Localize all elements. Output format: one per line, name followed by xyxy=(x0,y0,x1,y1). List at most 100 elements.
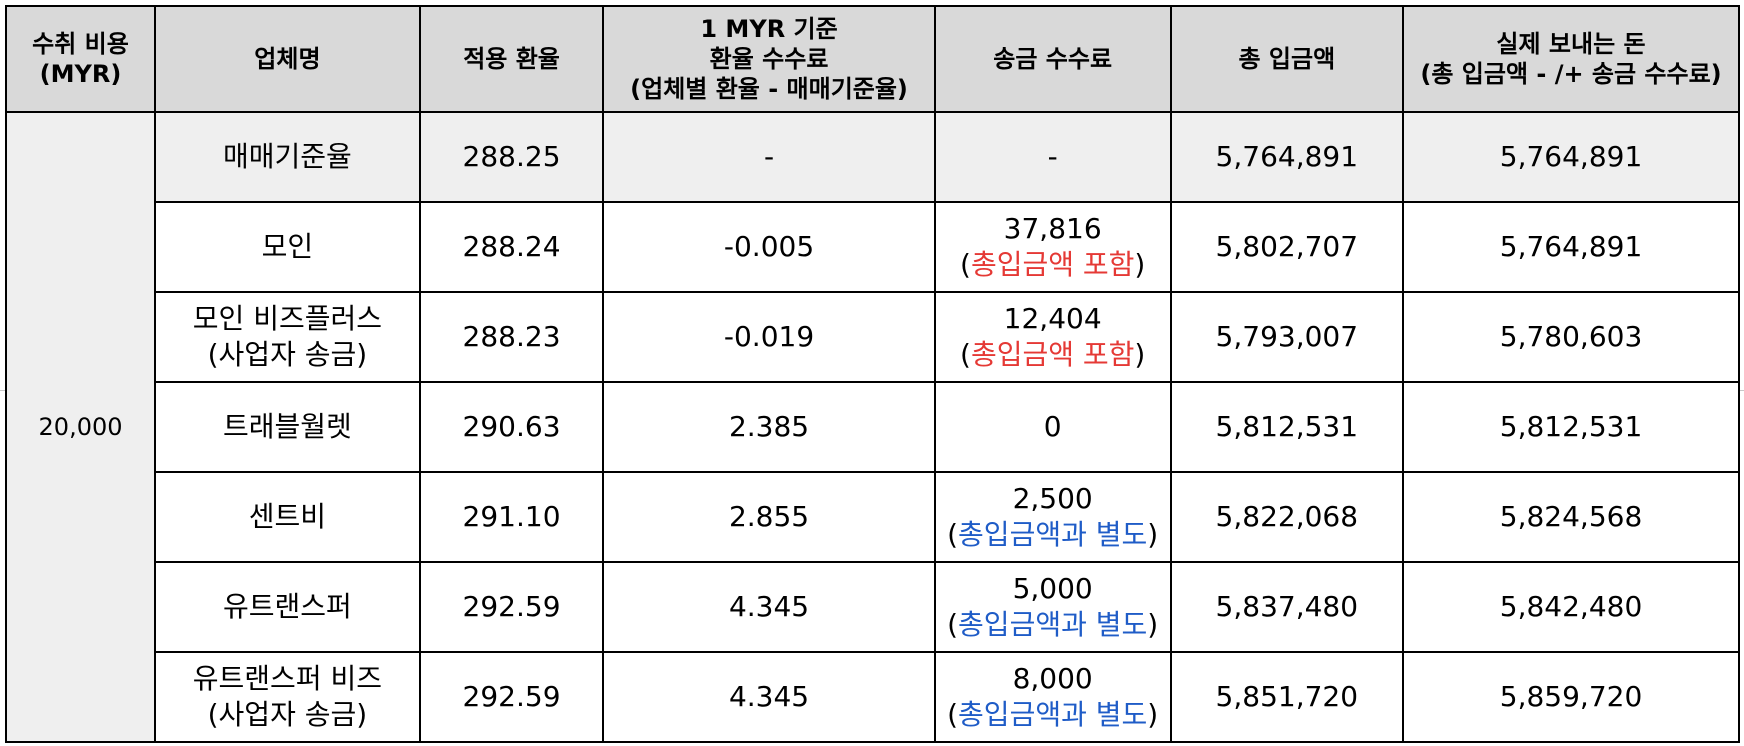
cell-company: 유트랜스퍼 비즈 (사업자 송금) xyxy=(154,651,421,743)
header-actual-line-2: (총 입금액 - /+ 송금 수수료) xyxy=(1420,60,1722,88)
cell-rate: 288.24 xyxy=(418,201,605,293)
header-actual-line-1: 실제 보내는 돈 xyxy=(1496,30,1646,58)
remittance-comparison-table: 수취 비용 (MYR) 업체명 적용 환율 1 MYR 기준 환율 수수료 (업… xyxy=(4,5,1740,743)
fee-value: 5,000 xyxy=(1012,572,1093,605)
cell-rate: 290.63 xyxy=(418,381,605,473)
fee-note-open-paren: ( xyxy=(947,518,959,551)
cell-fx-fee: 4.345 xyxy=(602,651,936,743)
company-name-line: (사업자 송금) xyxy=(207,698,368,731)
cell-company: 유트랜스퍼 xyxy=(154,561,421,653)
fee-value: 2,500 xyxy=(1012,482,1093,515)
cell-rate: 291.10 xyxy=(418,471,605,563)
cell-fee: 2,500 (총입금액과 별도) xyxy=(933,471,1172,563)
cell-company: 트래블월렛 xyxy=(154,381,421,473)
cell-rate: 288.25 xyxy=(418,111,605,203)
cell-company: 매매기준율 xyxy=(154,111,421,203)
fee-value: 37,816 xyxy=(1003,212,1102,245)
fee-value: 0 xyxy=(1043,410,1062,443)
fee-note-text: 총입금액 포함 xyxy=(970,248,1135,281)
header-amount-line-2: (MYR) xyxy=(39,60,122,88)
cell-actual: 5,842,480 xyxy=(1402,561,1740,653)
fee-note: (총입금액과 별도) xyxy=(940,607,1166,643)
left-edge-gridline xyxy=(0,390,5,391)
cell-actual: 5,859,720 xyxy=(1402,651,1740,743)
cell-company: 센트비 xyxy=(154,471,421,563)
table-row: 센트비 291.10 2.855 2,500 (총입금액과 별도) 5,822,068 5,… xyxy=(6,471,1740,563)
cell-fee: 5,000 (총입금액과 별도) xyxy=(933,561,1172,653)
company-name-line: 유트랜스퍼 비즈 xyxy=(192,662,383,695)
cell-fee: 37,816 (총입금액 포함) xyxy=(933,201,1172,293)
header-row: 수취 비용 (MYR) 업체명 적용 환율 1 MYR 기준 환율 수수료 (업… xyxy=(4,5,1740,113)
cell-total: 5,802,707 xyxy=(1169,201,1405,293)
cell-rate: 292.59 xyxy=(418,651,605,743)
cell-fx-fee: -0.019 xyxy=(602,291,936,383)
fee-note: (총입금액 포함) xyxy=(940,247,1166,283)
table-row: 20,000 매매기준율 288.25- -5,764,891 5,764,891 xyxy=(4,111,1740,743)
header-rate: 적용 환율 xyxy=(418,5,605,113)
fee-note-text: 총입금액과 별도 xyxy=(958,608,1148,641)
fee-note-close-paren: ) xyxy=(1147,608,1159,641)
cell-fee: - xyxy=(933,111,1172,203)
cell-fx-fee: 2.855 xyxy=(602,471,936,563)
cell-actual: 5,764,891 xyxy=(1402,201,1740,293)
cell-actual: 5,780,603 xyxy=(1402,291,1740,383)
fee-note-close-paren: ) xyxy=(1147,518,1159,551)
fee-value: 8,000 xyxy=(1012,662,1093,695)
cell-fee: 12,404 (총입금액 포함) xyxy=(933,291,1172,383)
cell-fee: 0 xyxy=(933,381,1172,473)
cell-total: 5,822,068 xyxy=(1169,471,1405,563)
fee-note-open-paren: ( xyxy=(960,248,971,281)
fee-note-close-paren: ) xyxy=(1134,248,1146,281)
company-name-line: 모인 비즈플러스 xyxy=(192,302,383,335)
cell-rate: 292.59 xyxy=(418,561,605,653)
cell-total: 5,851,720 xyxy=(1169,651,1405,743)
table-row: 트래블월렛 290.63 2.385 0 5,812,531 5,812,531 xyxy=(6,381,1740,473)
company-name-line: 유트랜스퍼 xyxy=(223,590,352,623)
header-fee: 송금 수수료 xyxy=(933,5,1172,113)
fee-note-open-paren: ( xyxy=(960,338,971,371)
cell-fx-fee: 2.385 xyxy=(602,381,936,473)
table-row: 모인 288.24 -0.005 37,816 (총입금액 포함) 5,802,707 5,… xyxy=(6,201,1740,293)
header-amount-line-1: 수취 비용 xyxy=(32,30,129,58)
fee-note-open-paren: ( xyxy=(947,608,959,641)
cell-rate: 288.23 xyxy=(418,291,605,383)
table-row: 모인 비즈플러스 (사업자 송금) 288.23 -0.019 12,404 (총입금액 … xyxy=(6,291,1740,383)
cell-fx-fee: -0.005 xyxy=(602,201,936,293)
header-fx-fee-line-1: 1 MYR 기준 xyxy=(700,15,838,43)
cell-company: 모인 xyxy=(154,201,421,293)
fee-note-text: 총입금액 포함 xyxy=(970,338,1135,371)
cell-actual: 5,764,891 xyxy=(1402,111,1740,203)
cell-company: 모인 비즈플러스 (사업자 송금) xyxy=(154,291,421,383)
header-total: 총 입금액 xyxy=(1169,5,1405,113)
table-row: 유트랜스퍼 비즈 (사업자 송금) 292.59 4.345 8,000 (총입금액과 별… xyxy=(6,651,1740,743)
company-name-line: 매매기준율 xyxy=(223,140,352,173)
header-amount: 수취 비용 (MYR) xyxy=(4,5,157,113)
company-name-line: 트래블월렛 xyxy=(223,410,352,443)
cell-actual: 5,824,568 xyxy=(1402,471,1740,563)
fee-note-open-paren: ( xyxy=(947,698,959,731)
fee-note: (총입금액과 별도) xyxy=(940,517,1166,553)
cell-total: 5,793,007 xyxy=(1169,291,1405,383)
fee-note: (총입금액과 별도) xyxy=(940,697,1166,733)
header-fx-fee-line-3: (업체별 환율 - 매매기준율) xyxy=(630,75,908,103)
company-name-line: 센트비 xyxy=(248,500,327,533)
fee-note-text: 총입금액과 별도 xyxy=(958,518,1148,551)
fee-value: - xyxy=(1047,140,1058,173)
header-actual: 실제 보내는 돈 (총 입금액 - /+ 송금 수수료) xyxy=(1402,5,1740,113)
company-name-line: (사업자 송금) xyxy=(207,338,368,371)
fee-note-close-paren: ) xyxy=(1134,338,1146,371)
fee-note: (총입금액 포함) xyxy=(940,337,1166,373)
fee-note-text: 총입금액과 별도 xyxy=(958,698,1148,731)
right-edge-gridline xyxy=(1739,390,1744,391)
header-fx-fee: 1 MYR 기준 환율 수수료 (업체별 환율 - 매매기준율) xyxy=(602,5,936,113)
cell-amount: 20,000 xyxy=(4,111,157,743)
cell-total: 5,764,891 xyxy=(1169,111,1405,203)
cell-fee: 8,000 (총입금액과 별도) xyxy=(933,651,1172,743)
header-fx-fee-line-2: 환율 수수료 xyxy=(709,45,829,73)
fee-value: 12,404 xyxy=(1003,302,1102,335)
table-row: 유트랜스퍼 292.59 4.345 5,000 (총입금액과 별도) 5,837,480… xyxy=(6,561,1740,653)
fee-note-close-paren: ) xyxy=(1147,698,1159,731)
cell-fx-fee: 4.345 xyxy=(602,561,936,653)
cell-actual: 5,812,531 xyxy=(1402,381,1740,473)
cell-fx-fee: - xyxy=(602,111,936,203)
